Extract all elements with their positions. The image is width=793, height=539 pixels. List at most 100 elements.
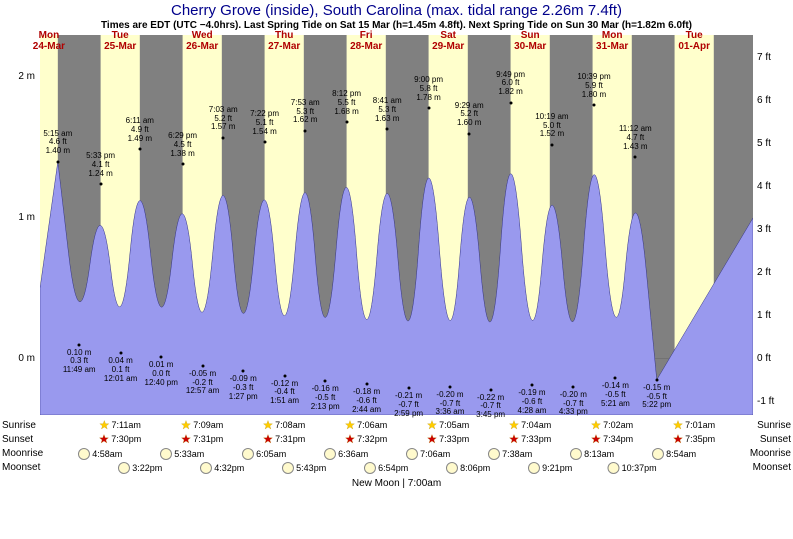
sunset-time: 7:32pm — [357, 434, 387, 444]
star-icon — [591, 434, 601, 444]
tide-point — [550, 143, 553, 146]
tide-point — [222, 136, 225, 139]
moonset-time: 5:43pm — [296, 463, 326, 473]
sunrise-label-left: Sunrise — [2, 420, 36, 431]
tide-chart: Cherry Grove (inside), South Carolina (m… — [0, 0, 793, 539]
tide-point-label: 9:49 pm6.0 ft1.82 m — [481, 71, 541, 97]
tide-point — [614, 377, 617, 380]
sunset-item: 7:35pm — [673, 434, 715, 444]
sunrise-item: 7:06am — [345, 420, 387, 430]
moonset-row: 3:22pm4:32pm5:43pm6:54pm8:06pm9:21pm10:3… — [40, 462, 753, 476]
star-icon — [427, 434, 437, 444]
sunset-time: 7:33pm — [439, 434, 469, 444]
moonrise-time: 7:06am — [420, 449, 450, 459]
tide-point — [530, 384, 533, 387]
y-right-tick: 3 ft — [757, 224, 792, 235]
sunset-row: 7:30pm7:31pm7:31pm7:32pm7:33pm7:33pm7:34… — [40, 434, 753, 448]
sunrise-item: 7:08am — [263, 420, 305, 430]
tide-point — [119, 352, 122, 355]
star-icon — [99, 434, 109, 444]
tide-point — [427, 107, 430, 110]
moonset-item: 8:06pm — [446, 462, 490, 474]
moon-icon — [118, 462, 130, 474]
y-left-tick: 2 m — [0, 71, 35, 82]
sunrise-label-right: Sunrise — [757, 420, 791, 431]
tide-point — [509, 101, 512, 104]
tide-point — [242, 370, 245, 373]
sunset-item: 7:31pm — [181, 434, 223, 444]
moonset-time: 4:32pm — [214, 463, 244, 473]
moonrise-row: 4:58am5:33am6:05am6:36am7:06am7:38am8:13… — [40, 448, 753, 462]
date-label: Tue25-Mar — [90, 30, 150, 52]
tide-point-label: 9:29 am5.2 ft1.60 m — [439, 102, 499, 128]
moon-icon — [160, 448, 172, 460]
tide-point-label: 9:00 pm5.8 ft1.78 m — [399, 76, 459, 102]
moonrise-item: 8:54am — [652, 448, 696, 460]
moonrise-item: 7:06am — [406, 448, 450, 460]
tide-point-label: 5:33 pm4.1 ft1.24 m — [71, 152, 131, 178]
moonrise-item: 5:33am — [160, 448, 204, 460]
sunset-time: 7:33pm — [521, 434, 551, 444]
moon-icon — [528, 462, 540, 474]
star-icon — [673, 434, 683, 444]
y-right-tick: 4 ft — [757, 181, 792, 192]
tide-point — [138, 148, 141, 151]
moonrise-item: 8:13am — [570, 448, 614, 460]
moonrise-time: 7:38am — [502, 449, 532, 459]
tide-point — [345, 121, 348, 124]
tide-point — [181, 163, 184, 166]
sunrise-item: 7:09am — [181, 420, 223, 430]
star-icon — [673, 420, 683, 430]
date-label: Fri28-Mar — [336, 30, 396, 52]
tide-point-label: 11:12 am4.7 ft1.43 m — [605, 125, 665, 151]
tide-point — [99, 183, 102, 186]
moonset-item: 10:37pm — [608, 462, 657, 474]
sunset-time: 7:31pm — [193, 434, 223, 444]
tide-point — [489, 388, 492, 391]
new-moon-label: New Moon | 7:00am — [0, 478, 793, 489]
sunset-label-left: Sunset — [2, 434, 33, 445]
tide-point-label: -0.15 m-0.5 ft5:22 pm — [627, 384, 687, 410]
moonset-time: 10:37pm — [622, 463, 657, 473]
date-label: Mon31-Mar — [582, 30, 642, 52]
plot-area: 5:15 am4.6 ft1.40 m0.10 m0.3 ft11:49 am5… — [40, 35, 753, 415]
moonrise-time: 8:13am — [584, 449, 614, 459]
tide-point-label: 6:29 pm4.5 ft1.38 m — [153, 132, 213, 158]
moon-icon — [570, 448, 582, 460]
tide-point — [468, 132, 471, 135]
sunrise-time: 7:08am — [275, 420, 305, 430]
moonrise-time: 8:54am — [666, 449, 696, 459]
sunrise-row: 7:11am7:09am7:08am7:06am7:05am7:04am7:02… — [40, 420, 753, 434]
y-right-tick: -1 ft — [757, 396, 792, 407]
y-right-tick: 2 ft — [757, 267, 792, 278]
date-label: Mon24-Mar — [19, 30, 79, 52]
moonrise-item: 4:58am — [78, 448, 122, 460]
moon-icon — [652, 448, 664, 460]
moonset-item: 9:21pm — [528, 462, 572, 474]
sunset-item: 7:32pm — [345, 434, 387, 444]
moonset-time: 9:21pm — [542, 463, 572, 473]
tide-point — [655, 378, 658, 381]
moon-icon — [282, 462, 294, 474]
moon-icon — [406, 448, 418, 460]
sunrise-time: 7:05am — [439, 420, 469, 430]
sunset-label-right: Sunset — [760, 434, 791, 445]
sunrise-time: 7:09am — [193, 420, 223, 430]
y-left-tick: 1 m — [0, 212, 35, 223]
date-label: Sat29-Mar — [418, 30, 478, 52]
tide-point — [634, 156, 637, 159]
moonrise-label-left: Moonrise — [2, 448, 43, 459]
sunset-time: 7:35pm — [685, 434, 715, 444]
sunrise-item: 7:04am — [509, 420, 551, 430]
tide-point — [160, 356, 163, 359]
moonrise-label-right: Moonrise — [750, 448, 791, 459]
sunrise-time: 7:06am — [357, 420, 387, 430]
sunrise-item: 7:02am — [591, 420, 633, 430]
star-icon — [181, 434, 191, 444]
tide-point — [304, 129, 307, 132]
tide-point — [283, 374, 286, 377]
moon-icon — [364, 462, 376, 474]
sunrise-time: 7:01am — [685, 420, 715, 430]
moon-icon — [608, 462, 620, 474]
moonrise-time: 5:33am — [174, 449, 204, 459]
